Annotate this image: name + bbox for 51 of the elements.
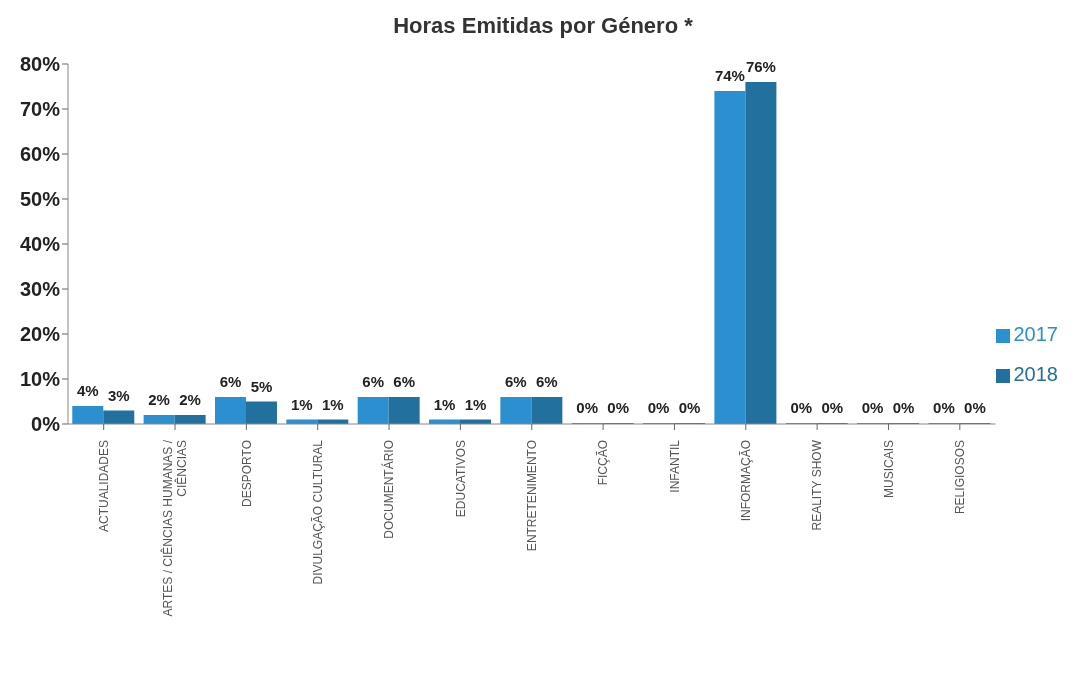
x-tick-label: INFORMAÇÃO (738, 440, 753, 522)
legend-label: 2017 (1013, 323, 1058, 345)
y-tick-label: 30% (19, 278, 61, 301)
data-label: 6% (536, 373, 558, 390)
data-label: 76% (745, 58, 776, 75)
data-label: 0% (861, 399, 884, 416)
data-label: 4% (76, 382, 99, 399)
data-label: 6% (393, 373, 416, 390)
legend-label: 2018 (1013, 363, 1058, 385)
y-tick-label: 60% (19, 143, 61, 166)
data-label: 0% (607, 399, 630, 416)
data-label: 5% (250, 377, 273, 395)
data-label: 0% (933, 399, 955, 416)
x-tick-label: ENTRETENIMENTO (524, 440, 539, 552)
data-label: 6% (505, 373, 527, 390)
x-tick-label: ARTES / CIÊNCIAS HUMANAS / CIÊNCIAS (160, 439, 190, 617)
x-tick-label: MUSICAIS (881, 440, 896, 499)
data-label: 1% (433, 395, 456, 413)
x-tick-label: ACTUALIDADES (96, 440, 111, 533)
data-label: 0% (821, 399, 844, 416)
y-tick-label: 50% (19, 188, 61, 211)
x-tick-label: EDUCATIVOS (453, 440, 468, 518)
data-label: 2% (148, 391, 170, 408)
y-tick-label: 70% (19, 98, 61, 121)
y-tick-label: 10% (19, 368, 61, 391)
data-label: 0% (892, 399, 915, 416)
x-tick-label: DOCUMENTÁRIO (381, 440, 397, 539)
data-label: 0% (790, 399, 813, 416)
x-tick-label: FICÇÃO (596, 440, 611, 486)
data-label: 1% (321, 395, 344, 413)
data-label: 0% (576, 399, 599, 416)
data-label: 74% (714, 67, 745, 84)
y-tick-label: 40% (19, 233, 61, 256)
y-tick-label: 0% (31, 413, 61, 436)
x-tick-label: DESPORTO (239, 440, 254, 507)
x-tick-label: INFANTIL (667, 439, 682, 493)
chart-title: Horas Emitidas por Género * (392, 12, 694, 40)
data-label: 6% (362, 373, 385, 390)
data-label: 2% (179, 391, 201, 408)
data-label: 6% (219, 373, 242, 390)
data-label: 1% (290, 395, 313, 413)
data-label: 0% (678, 399, 701, 416)
y-tick-label: 80% (19, 53, 61, 76)
x-tick-label: DIVULGAÇÃO CULTURAL (310, 439, 325, 585)
data-label: 1% (464, 395, 487, 413)
data-label: 0% (647, 399, 670, 416)
data-label: 0% (964, 399, 986, 416)
y-tick-label: 20% (19, 323, 61, 346)
data-label: 3% (107, 386, 130, 404)
x-tick-label: RELIGIOSOS (953, 440, 968, 515)
x-tick-label: REALITY SHOW (810, 439, 825, 531)
